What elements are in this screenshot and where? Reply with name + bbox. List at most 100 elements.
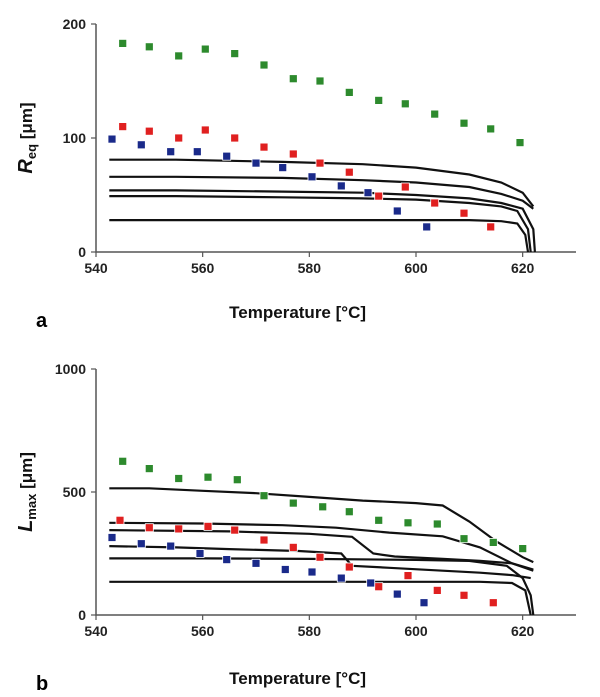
x-tick-label: 620 [511, 260, 535, 276]
y-tick-label: 100 [63, 130, 87, 146]
blue-series-point [366, 578, 376, 588]
red-series-point [403, 571, 413, 580]
blue-series-point [166, 147, 176, 157]
red-series-point [400, 182, 410, 192]
green-series-point [288, 498, 298, 508]
red-series-point [203, 522, 213, 531]
green-series-point [374, 515, 384, 525]
red-series-point [230, 133, 240, 143]
blue-series-point [195, 549, 205, 558]
green-series-point [259, 60, 269, 70]
green-series-point [174, 474, 184, 483]
green-series-point [518, 544, 528, 553]
model-curve [109, 195, 532, 253]
blue-series-point [307, 567, 317, 577]
red-series-point [288, 543, 298, 552]
blue-series-point [107, 134, 117, 144]
blue-series-point [278, 163, 288, 173]
green-series-point [288, 74, 298, 84]
green-series-point [259, 491, 269, 501]
red-series-point [288, 149, 298, 159]
green-series-point [203, 472, 213, 482]
y-axis-label-main: R [15, 159, 37, 174]
blue-series-point [392, 589, 402, 599]
y-tick-label: 0 [78, 607, 86, 623]
red-series-point [144, 523, 154, 533]
x-tick-label: 600 [404, 260, 428, 276]
red-series-point [430, 198, 440, 208]
red-series-point [115, 515, 125, 525]
y-tick-label: 200 [63, 16, 87, 32]
axes-frame [95, 369, 576, 616]
green-series-point [344, 507, 354, 517]
red-series-point [344, 167, 354, 177]
green-series-point [230, 49, 240, 58]
red-series-point [144, 126, 154, 136]
y-tick-label: 500 [63, 484, 87, 500]
y-axis-label: Req [μm] [15, 102, 39, 173]
y-axis-label: Lmax [μm] [15, 452, 39, 532]
red-series-point [488, 598, 498, 608]
blue-series-point [392, 206, 402, 216]
y-axis-label-main: L [15, 520, 37, 532]
red-series-point [374, 191, 384, 201]
y-tick-label: 1000 [55, 361, 86, 377]
green-series-point [144, 464, 154, 474]
green-series-point [486, 124, 496, 134]
blue-series-point [136, 140, 146, 150]
green-series-point [400, 99, 410, 109]
green-series-point [459, 534, 469, 544]
red-series-point [200, 125, 210, 135]
green-series-point [174, 51, 184, 61]
blue-series-point [363, 188, 373, 198]
red-series-point [459, 590, 469, 600]
blue-series-point [107, 533, 117, 542]
panel-label: a [36, 310, 48, 332]
blue-series-point [419, 598, 429, 608]
green-series-point [315, 76, 325, 86]
red-series-point [459, 208, 469, 218]
panel-label: b [36, 673, 48, 695]
red-series-point [118, 122, 128, 131]
x-tick-label: 620 [511, 623, 535, 639]
blue-series-point [192, 147, 202, 157]
blue-series-point [136, 539, 146, 549]
x-tick-label: 580 [298, 623, 322, 639]
red-series-point [174, 524, 184, 534]
model-curve [109, 219, 530, 253]
red-series-point [259, 535, 269, 545]
x-tick-label: 540 [84, 260, 108, 276]
panel-b: 540 560 580 600 620 0 500 1000 Temperature [°C] L… [15, 361, 576, 695]
blue-series-point [222, 555, 232, 564]
model-curve [109, 175, 534, 210]
blue-series-point [251, 558, 261, 568]
blue-series-point [422, 222, 432, 232]
green-series-point [318, 502, 328, 512]
x-tick-label: 560 [191, 260, 215, 276]
x-tick-label: 580 [298, 260, 322, 276]
x-axis-label: Temperature [°C] [229, 669, 366, 688]
green-series-point [403, 518, 413, 528]
red-series-point [344, 562, 354, 572]
blue-series-point [336, 181, 346, 191]
red-series-point [486, 222, 496, 232]
red-series-point [374, 582, 384, 592]
model-curve [109, 529, 534, 572]
green-series-point [118, 39, 128, 48]
blue-series-point [166, 541, 176, 551]
green-series-point [344, 88, 354, 97]
blue-series-point [336, 573, 346, 583]
model-curve [109, 580, 532, 616]
y-tick-label: 0 [78, 244, 86, 260]
red-series-point [259, 142, 269, 152]
red-series-point [230, 525, 240, 535]
green-series-point [374, 96, 384, 105]
red-series-point [174, 133, 184, 143]
model-curve [109, 545, 531, 580]
green-series-point [515, 138, 525, 148]
blue-series-point [280, 565, 290, 574]
model-curve [109, 521, 534, 571]
green-series-point [144, 42, 154, 52]
green-series-point [200, 44, 210, 54]
